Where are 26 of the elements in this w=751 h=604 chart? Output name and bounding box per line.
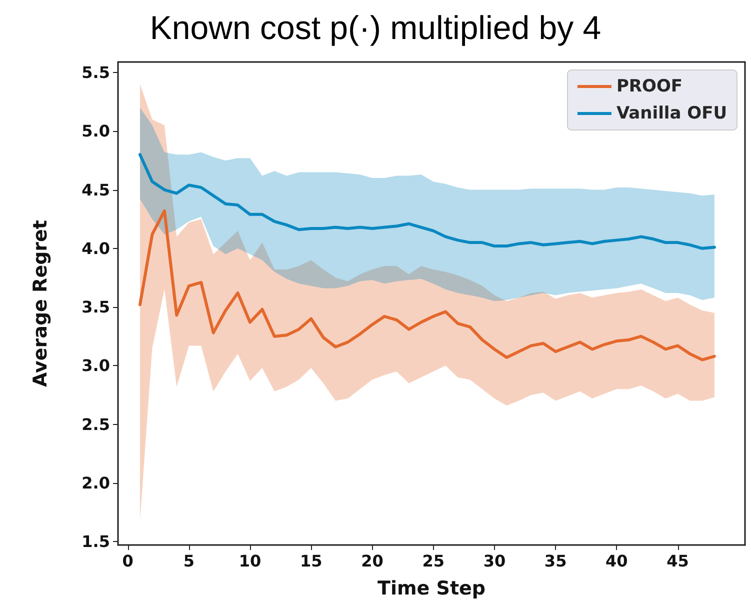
x-tick-label: 40: [606, 552, 628, 570]
y-axis-title: Average Regret: [30, 220, 52, 388]
x-tick-label: 45: [666, 552, 689, 570]
y-tick-label: 2.5: [82, 414, 110, 434]
x-axis-title: Time Step: [377, 578, 486, 600]
x-tick-label: 30: [483, 552, 506, 570]
y-tick-label: 4.5: [82, 180, 110, 200]
y-tick-label: 2.0: [82, 473, 110, 492]
x-tick-label: 25: [422, 552, 444, 570]
y-tick-label: 5.5: [82, 63, 110, 82]
line-series: [138, 209, 716, 362]
x-tick-label: 10: [238, 552, 262, 570]
legend-label: Vanilla OFU: [616, 104, 728, 124]
x-tick-label: 5: [183, 552, 194, 570]
y-tick-label: 4.0: [82, 238, 110, 258]
y-tick-label: 3.0: [82, 356, 110, 376]
y-tick-label: 1.5: [82, 532, 110, 551]
y-tick-label: 5.0: [82, 122, 110, 141]
x-tick-label: 15: [300, 552, 322, 570]
chart-title: Known cost p(·) multiplied by 4: [150, 9, 602, 46]
x-tick-label: 20: [361, 552, 384, 570]
legend-label: PROOF: [616, 76, 683, 96]
x-tick-label: 35: [544, 552, 567, 570]
line-series: [138, 153, 716, 250]
y-tick-label: 3.5: [82, 298, 110, 317]
x-tick-label: 0: [122, 552, 134, 570]
